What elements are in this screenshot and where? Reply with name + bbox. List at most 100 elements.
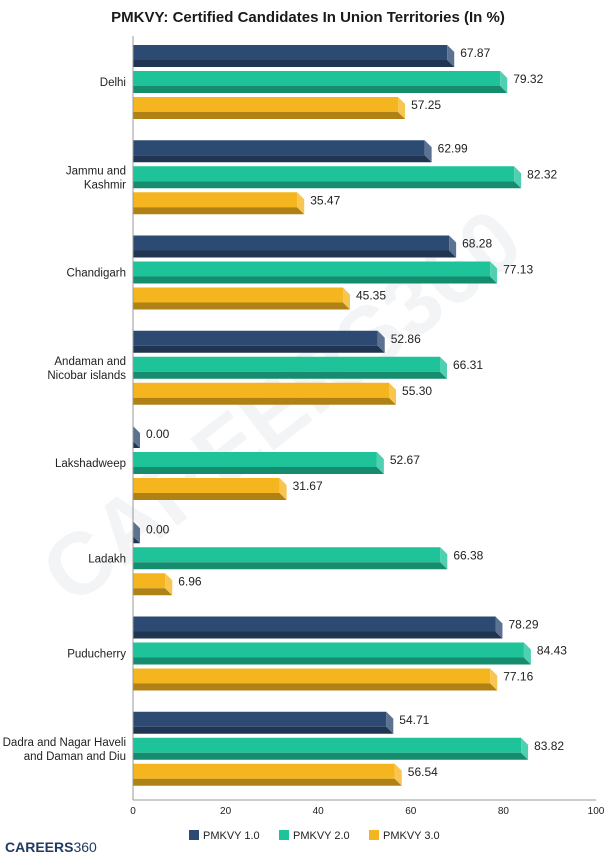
bar-bottom-face — [133, 155, 432, 163]
data-label: 84.43 — [537, 644, 567, 658]
bar-end-face — [279, 478, 287, 500]
bar — [133, 642, 524, 658]
bar — [133, 737, 522, 753]
bar-end-face — [377, 330, 385, 353]
category-group: 54.71 83.82 56.54 Dadra and Nagar Haveli and… — [3, 711, 564, 786]
x-tick-label: 100 — [588, 806, 605, 817]
bar-end-face — [133, 426, 140, 448]
legend-swatch — [279, 830, 289, 840]
bar-end-face — [500, 71, 508, 93]
bar-bottom-face — [133, 493, 287, 500]
data-label: 78.29 — [508, 618, 538, 632]
x-axis: 0 20 40 60 80 100 — [130, 36, 605, 817]
data-label: 0.00 — [146, 427, 170, 441]
category-group: 0.00 52.67 31.67 Lakshadweep — [55, 426, 420, 500]
bar — [133, 71, 501, 86]
data-label: 83.82 — [534, 739, 564, 753]
data-label: 35.47 — [310, 193, 340, 207]
bar-end-face — [386, 711, 394, 734]
data-label: 52.86 — [391, 332, 421, 346]
data-label: 66.31 — [453, 358, 483, 372]
bar — [133, 261, 491, 277]
category-label: Ladakh — [88, 553, 126, 565]
bar-bottom-face — [133, 657, 531, 665]
bar-end-face — [514, 166, 522, 189]
data-label: 77.16 — [503, 670, 533, 684]
data-label: 54.71 — [399, 713, 429, 727]
category-label: Lakshadweep — [55, 458, 126, 470]
legend: PMKVY 1.0 PMKVY 2.0 PMKVY 3.0 — [189, 830, 440, 842]
chart-title: PMKVY: Certified Candidates In Union Ter… — [111, 9, 505, 26]
data-label: 77.13 — [503, 263, 533, 277]
bar — [133, 763, 395, 779]
bar-end-face — [165, 573, 173, 596]
category-group: 68.28 77.13 45.35 Chandigarh — [67, 235, 533, 310]
category-group: 67.87 79.32 57.25 Delhi — [100, 45, 544, 119]
data-label: 0.00 — [146, 522, 170, 536]
legend-label: PMKVY 3.0 — [383, 830, 440, 842]
bar — [133, 192, 298, 208]
bar-bottom-face — [133, 778, 402, 786]
bar-bottom-face — [133, 250, 457, 258]
bar — [133, 616, 496, 632]
category-label: Jammu and Kashmir — [66, 165, 126, 191]
svg-text:CAREERS360: CAREERS360 — [5, 839, 97, 855]
x-tick-label: 20 — [220, 806, 232, 817]
bar-bottom-face — [133, 467, 384, 474]
bar — [133, 287, 343, 303]
bar-bottom-face — [133, 588, 173, 596]
x-tick-label: 0 — [130, 806, 136, 817]
bar-bottom-face — [133, 207, 305, 215]
category-group: 0.00 66.38 6.96 Ladakh — [88, 521, 484, 596]
bar-bottom-face — [133, 60, 455, 67]
bar-end-face — [495, 616, 503, 639]
category-label: Andaman and Nicobar islands — [47, 356, 126, 382]
data-label: 82.32 — [527, 167, 557, 181]
data-label: 45.35 — [356, 289, 386, 303]
data-label: 57.25 — [411, 98, 441, 112]
bar-bottom-face — [133, 631, 503, 639]
category-group: 52.86 66.31 55.30 Andaman and Nicobar island… — [47, 330, 483, 405]
bar-end-face — [342, 287, 350, 310]
bar-end-face — [389, 382, 397, 405]
bar-end-face — [449, 235, 457, 258]
category-group: 62.99 82.32 35.47 Jammu and Kashmir — [66, 140, 557, 215]
bar-end-face — [521, 737, 529, 760]
legend-label: PMKVY 1.0 — [203, 830, 260, 842]
bar-bottom-face — [133, 397, 397, 405]
bar — [133, 547, 441, 563]
category-group: 78.29 84.43 77.16 Puducherry — [67, 616, 567, 691]
data-label: 55.30 — [402, 384, 432, 398]
bar-end-face — [424, 140, 432, 163]
bar-end-face — [133, 521, 140, 544]
bar-end-face — [376, 452, 384, 474]
bar-bottom-face — [133, 683, 498, 691]
bar-end-face — [394, 763, 402, 786]
bar-bottom-face — [133, 86, 508, 93]
category-label: Puducherry — [67, 649, 126, 661]
bar — [133, 97, 399, 112]
data-label: 68.28 — [462, 237, 492, 251]
bar-bottom-face — [133, 302, 350, 310]
bar-end-face — [440, 547, 448, 570]
bar-bottom-face — [133, 112, 406, 119]
data-label: 79.32 — [513, 72, 543, 86]
bar — [133, 166, 515, 182]
legend-swatch — [369, 830, 379, 840]
bar — [133, 573, 166, 589]
bar — [133, 452, 377, 467]
bar-bottom-face — [133, 562, 448, 570]
data-label: 52.67 — [390, 453, 420, 467]
bar-bottom-face — [133, 726, 394, 734]
bar-end-face — [297, 192, 305, 215]
x-tick-label: 60 — [405, 806, 417, 817]
brand-name: CAREERS — [5, 839, 73, 855]
brand-number: 360 — [73, 839, 97, 855]
bar — [133, 668, 491, 684]
bar — [133, 45, 448, 60]
data-label: 62.99 — [438, 141, 468, 155]
bar-end-face — [490, 668, 498, 691]
bar-bottom-face — [133, 181, 522, 189]
data-label: 31.67 — [293, 479, 323, 493]
